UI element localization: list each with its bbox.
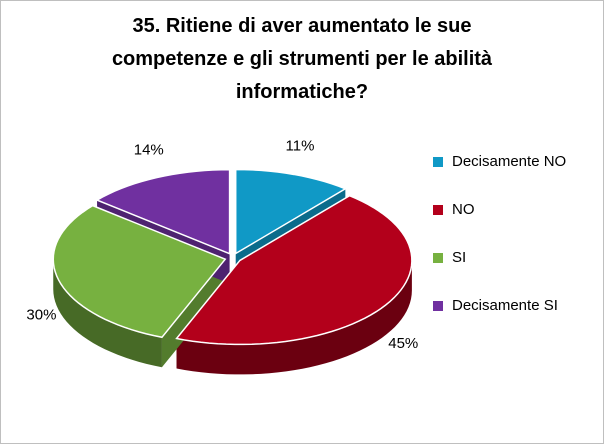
slice-side xyxy=(161,259,226,368)
data-label: 11% xyxy=(286,137,315,154)
slice-side xyxy=(53,259,162,368)
slice xyxy=(52,204,227,339)
data-label: 30% xyxy=(26,306,56,323)
chart-title: 35. Ritiene di aver aumentato le sue com… xyxy=(111,15,493,103)
slice-side xyxy=(176,260,412,375)
data-label: 45% xyxy=(388,335,418,352)
legend-label: SI xyxy=(452,249,466,266)
legend-swatch xyxy=(433,205,443,215)
slice xyxy=(175,194,413,346)
legend-swatch xyxy=(433,157,443,167)
legend-label: NO xyxy=(452,201,475,218)
slice xyxy=(95,168,231,255)
legend-swatch xyxy=(433,301,443,311)
legend-swatch xyxy=(433,253,443,263)
legend-label: Decisamente NO xyxy=(452,153,566,170)
legend-label: Decisamente SI xyxy=(452,297,558,314)
data-label: 14% xyxy=(134,141,164,158)
slice xyxy=(234,168,348,255)
